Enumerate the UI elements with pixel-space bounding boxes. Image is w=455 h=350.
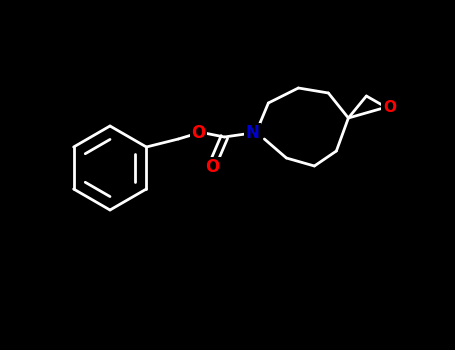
Text: N: N	[245, 124, 259, 142]
Text: O: O	[383, 100, 396, 116]
Text: O: O	[191, 124, 206, 142]
Text: O: O	[205, 158, 219, 176]
